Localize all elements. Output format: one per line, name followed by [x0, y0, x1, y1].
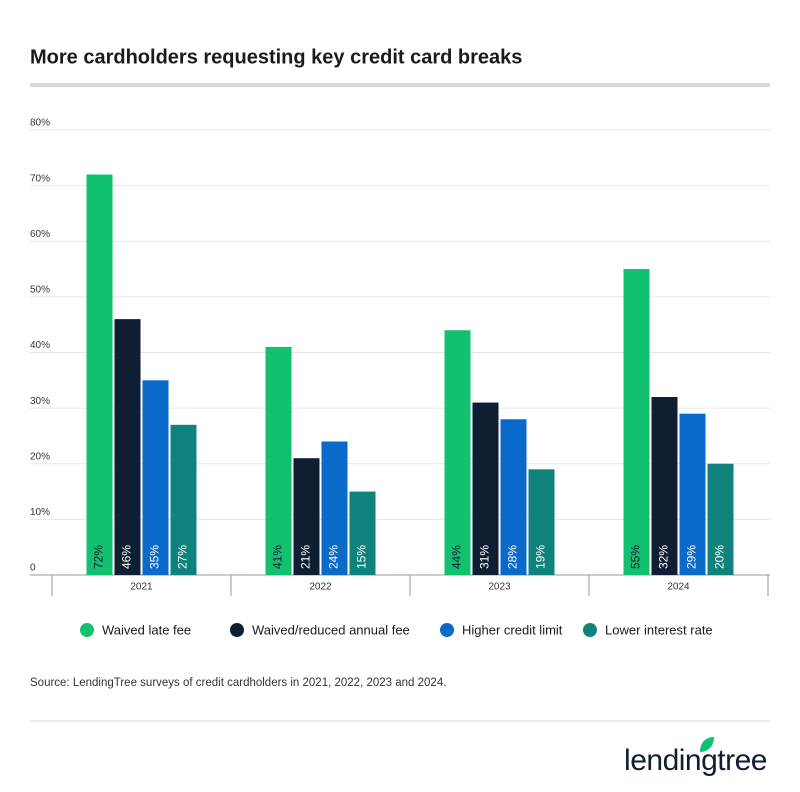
- x-tick-label: 2021: [130, 582, 153, 593]
- value-label: 24%: [327, 545, 341, 569]
- value-label: 32%: [657, 545, 671, 569]
- source-note: Source: LendingTree surveys of credit ca…: [30, 677, 446, 689]
- x-tick-label: 2022: [309, 582, 332, 593]
- bar: [142, 380, 169, 575]
- value-label: 15%: [355, 545, 369, 569]
- value-label: 46%: [120, 545, 134, 569]
- y-tick-label: 50%: [30, 285, 50, 296]
- bar: [321, 441, 348, 575]
- logo-leaf: [700, 737, 714, 752]
- logo: lendingtree: [624, 744, 767, 777]
- legend-swatch: [440, 623, 454, 637]
- legend-label: Higher credit limit: [462, 622, 563, 637]
- bar: [472, 402, 499, 575]
- legend-label: Lower interest rate: [605, 622, 713, 637]
- value-label: 20%: [713, 545, 727, 569]
- bar: [679, 413, 706, 575]
- title-rule: [30, 83, 770, 87]
- bar: [86, 174, 113, 575]
- y-tick-label: 80%: [30, 118, 50, 129]
- bar: [651, 397, 678, 575]
- y-tick-label: 70%: [30, 173, 50, 184]
- value-label: 35%: [148, 545, 162, 569]
- bar: [623, 269, 650, 575]
- legend-label: Waived late fee: [102, 622, 191, 637]
- y-tick-label: 30%: [30, 396, 50, 407]
- bar: [500, 419, 527, 575]
- bar: [444, 330, 471, 575]
- bar: [170, 424, 197, 575]
- x-tick-label: 2024: [667, 582, 690, 593]
- y-tick-label: 0: [30, 563, 36, 574]
- chart-title: More cardholders requesting key credit c…: [30, 46, 522, 68]
- bar: [528, 469, 555, 575]
- legend-swatch: [230, 623, 244, 637]
- value-label: 72%: [92, 545, 106, 569]
- legend-swatch: [583, 623, 597, 637]
- y-tick-label: 20%: [30, 451, 50, 462]
- value-label: 44%: [450, 545, 464, 569]
- value-label: 19%: [534, 545, 548, 569]
- value-label: 21%: [299, 545, 313, 569]
- y-tick-label: 10%: [30, 507, 50, 518]
- value-label: 55%: [629, 545, 643, 569]
- bar: [114, 319, 141, 575]
- bar: [707, 463, 734, 575]
- bar: [349, 491, 376, 575]
- y-tick-label: 60%: [30, 229, 50, 240]
- value-label: 27%: [176, 545, 190, 569]
- value-label: 41%: [271, 545, 285, 569]
- value-label: 28%: [506, 545, 520, 569]
- x-tick-label: 2023: [488, 582, 511, 593]
- legend-label: Waived/reduced annual fee: [252, 622, 410, 637]
- y-tick-label: 40%: [30, 340, 50, 351]
- bar: [265, 346, 292, 575]
- value-label: 31%: [478, 545, 492, 569]
- value-label: 29%: [685, 545, 699, 569]
- legend-swatch: [80, 623, 94, 637]
- bar: [293, 458, 320, 575]
